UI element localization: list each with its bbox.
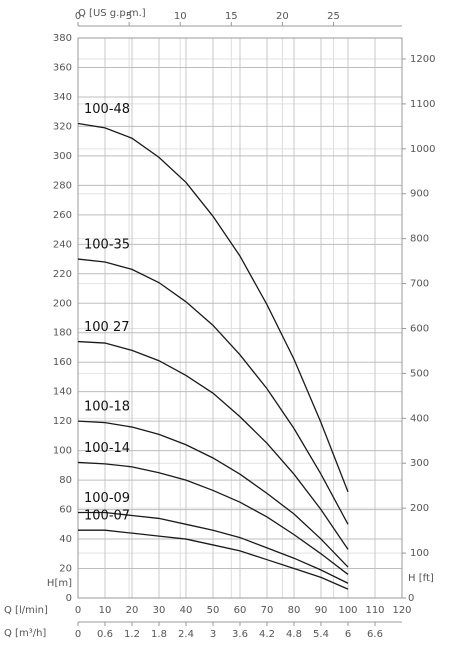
- y2-axis-label: H [ft]: [408, 573, 434, 584]
- x2-tick-label: 15: [225, 11, 238, 22]
- curve-name: 100 27: [84, 320, 130, 335]
- x3-tick-label: 6.6: [367, 629, 383, 640]
- x-tick-label: 40: [180, 605, 193, 616]
- pump-curve: [77, 122, 349, 493]
- y2-tick-label: 400: [410, 413, 429, 424]
- y-tick-label: 160: [53, 357, 72, 368]
- x-tick-label: 90: [315, 605, 328, 616]
- y2-tick-label: 200: [410, 503, 429, 514]
- x3-tick-label: 3: [210, 629, 216, 640]
- y-tick-label: 220: [53, 269, 72, 280]
- y-tick-label: 60: [59, 505, 72, 516]
- y-tick-label: 240: [53, 239, 72, 250]
- x3-tick-label: 0.6: [97, 629, 113, 640]
- curve-name: 100-14: [84, 441, 130, 456]
- x-tick-label: 70: [261, 605, 274, 616]
- x3-tick-label: 4.2: [259, 629, 275, 640]
- y-tick-label: 40: [59, 534, 72, 545]
- x-tick-label: 80: [288, 605, 301, 616]
- pump-curve: [77, 340, 349, 550]
- x3-tick-label: 5.4: [313, 629, 329, 640]
- y-tick-label: 80: [59, 475, 72, 486]
- y-tick-label: 140: [53, 387, 72, 398]
- y-tick-label: 340: [53, 92, 72, 103]
- x3-axis-label: Q [m³/h]: [4, 628, 46, 639]
- y2-tick-label: 500: [410, 368, 429, 379]
- x3-tick-label: 6: [345, 629, 351, 640]
- y-tick-label: 280: [53, 180, 72, 191]
- pump-curve: [77, 461, 349, 575]
- x-tick-label: 100: [338, 605, 357, 616]
- y-tick-label: 20: [59, 564, 72, 575]
- x2-tick-label: 25: [327, 11, 340, 22]
- x-tick-label: 110: [365, 605, 384, 616]
- x-axis-label: Q [l/min]: [4, 605, 48, 616]
- y2-tick-label: 300: [410, 458, 429, 469]
- x-tick-label: 20: [126, 605, 139, 616]
- x3-tick-label: 2.4: [178, 629, 194, 640]
- x2-tick-label: 20: [276, 11, 289, 22]
- y2-tick-label: 700: [410, 279, 429, 290]
- y-axis-label: H[m]: [47, 578, 72, 589]
- y-tick-label: 300: [53, 151, 72, 162]
- x2-tick-label: 10: [174, 11, 187, 22]
- y2-tick-label: 600: [410, 323, 429, 334]
- y-tick-label: 100: [53, 446, 72, 457]
- x3-tick-label: 0: [75, 629, 81, 640]
- x-tick-label: 0: [75, 605, 81, 616]
- y-tick-label: 320: [53, 121, 72, 132]
- pump-curve: [77, 258, 349, 525]
- curve-name: 100-07: [84, 509, 130, 524]
- y2-tick-label: 100: [410, 548, 429, 559]
- x-tick-label: 50: [207, 605, 220, 616]
- x2-axis-label: Q [US g.p.m.]: [78, 8, 146, 19]
- y2-tick-label: 0: [408, 593, 414, 604]
- y2-tick-label: 900: [410, 189, 429, 200]
- y-tick-label: 200: [53, 298, 72, 309]
- x3-tick-label: 1.8: [151, 629, 167, 640]
- curve-name: 100-18: [84, 400, 130, 415]
- x-tick-label: 10: [99, 605, 112, 616]
- y-tick-label: 180: [53, 328, 72, 339]
- x-tick-label: 30: [153, 605, 166, 616]
- x-tick-label: 120: [392, 605, 411, 616]
- y2-tick-label: 800: [410, 234, 429, 245]
- x3-tick-label: 3.6: [232, 629, 248, 640]
- y-tick-label: 380: [53, 33, 72, 44]
- curve-name: 100-09: [84, 491, 130, 506]
- y-tick-label: 260: [53, 210, 72, 221]
- y-tick-label: 0: [66, 593, 72, 604]
- x2-tick-label: 0: [75, 11, 81, 22]
- pump-curve: [77, 420, 349, 568]
- x3-tick-label: 4.8: [286, 629, 302, 640]
- y-tick-label: 120: [53, 416, 72, 427]
- curve-name: 100-35: [84, 238, 130, 253]
- pump-curve: [78, 511, 349, 584]
- plot-frame: [77, 37, 403, 599]
- y-tick-label: 360: [53, 62, 72, 73]
- x2-tick-label: 5: [126, 11, 132, 22]
- x-tick-label: 60: [234, 605, 247, 616]
- x3-tick-label: 1.2: [124, 629, 140, 640]
- y2-tick-label: 1200: [410, 54, 435, 65]
- pump-curve: [78, 529, 349, 590]
- y2-tick-label: 1100: [410, 99, 435, 110]
- curve-name: 100-48: [84, 102, 130, 117]
- y2-tick-label: 1000: [410, 144, 435, 155]
